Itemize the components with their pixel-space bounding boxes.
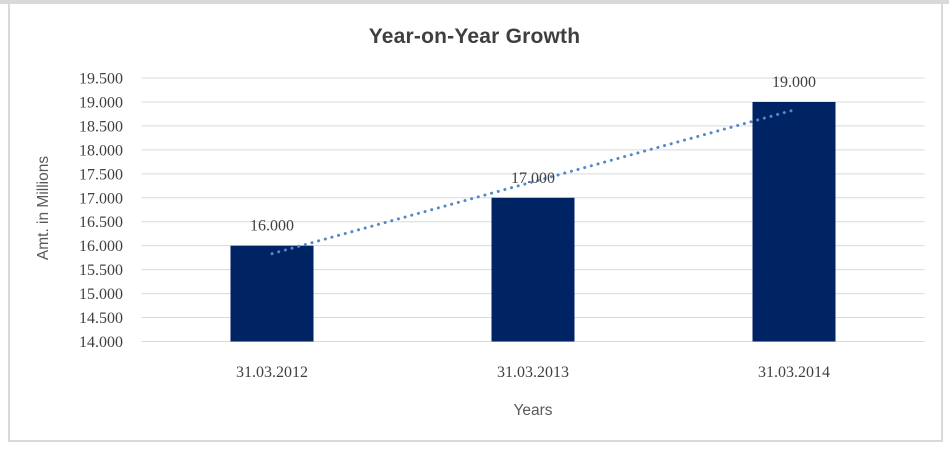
x-axis-category-label: 31.03.2012	[236, 364, 308, 381]
bar-series-point-2	[491, 197, 575, 342]
y-axis-tick-label: 19.000	[79, 94, 123, 111]
x-axis-title: Years	[513, 402, 553, 419]
y-axis-tick-label: 17.000	[79, 190, 123, 207]
data-label: 16.000	[250, 218, 294, 235]
y-axis-tick-label: 15.000	[79, 286, 123, 303]
y-axis-tick-label: 14.000	[79, 334, 123, 351]
y-axis-tick-label: 16.000	[79, 238, 123, 255]
chart-border-top	[0, 0, 949, 4]
chart-border-right	[941, 4, 943, 441]
data-label: 17.000	[511, 170, 555, 187]
bar-series-point-1	[230, 245, 314, 342]
x-axis-category-label: 31.03.2013	[497, 364, 569, 381]
y-axis-tick-label: 18.500	[79, 118, 123, 135]
trendline	[270, 108, 796, 256]
y-axis-tick-label: 19.500	[79, 71, 123, 88]
y-axis-tick-label: 18.000	[79, 142, 123, 159]
x-axis-category-label: 31.03.2014	[758, 364, 830, 381]
chart-title: Year-on-Year Growth	[368, 25, 581, 48]
data-label: 19.000	[772, 74, 816, 91]
y-axis-tick-label: 16.500	[79, 214, 123, 231]
bar-series-point-3	[752, 101, 836, 342]
y-axis-tick-label: 15.500	[79, 262, 123, 279]
chart-border-bottom	[8, 440, 943, 442]
chart-border-left	[8, 4, 10, 441]
y-axis-tick-label: 14.500	[79, 310, 123, 327]
y-axis-tick-label: 17.500	[79, 166, 123, 183]
